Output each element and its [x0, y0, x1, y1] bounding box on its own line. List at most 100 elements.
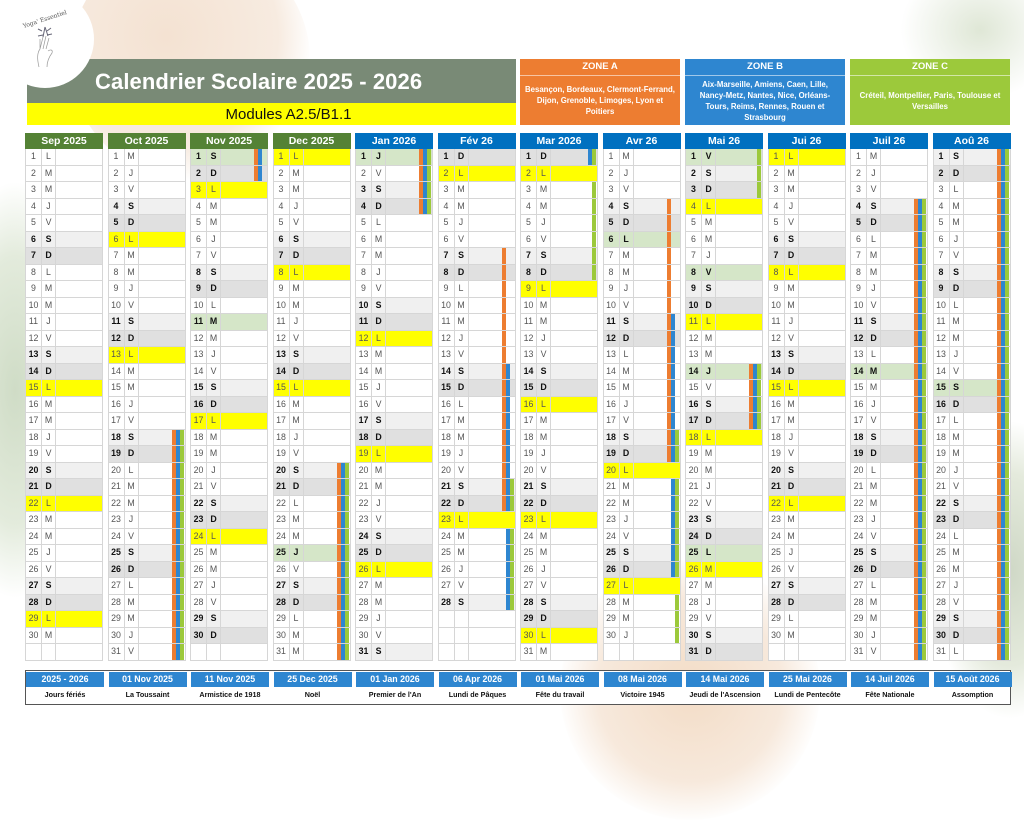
day-letter: J — [620, 627, 634, 643]
zone-c-vacation-stripe — [1004, 611, 1009, 627]
zone-c-vacation-stripe — [674, 611, 679, 627]
day-number: 17 — [274, 413, 290, 429]
day-number: 11 — [934, 314, 950, 330]
zone-a-vacation-stripe — [501, 446, 506, 462]
day-row: 12 M — [932, 330, 1011, 347]
day-number: 6 — [521, 231, 537, 247]
zone-b-vacation-stripe — [918, 611, 922, 627]
day-note-cell — [716, 265, 762, 281]
day-row: 28 M — [602, 594, 681, 611]
month-column: Oct 2025 1 M 2 J 3 V 4 S 5 D 6 L 7 M 8 M 9 J 10 V 11 S 12 D 13 L 14… — [107, 133, 186, 661]
day-letter: L — [537, 281, 551, 297]
day-letter: M — [950, 314, 964, 330]
day-letter: S — [950, 264, 964, 280]
day-number: 28 — [769, 594, 785, 610]
empty-row — [437, 611, 516, 628]
day-number: 29 — [191, 611, 207, 627]
zone-c-vacation-stripe — [592, 215, 596, 231]
zone-a-vacation-stripe — [996, 380, 1001, 396]
zone-a-vacation-stripe — [336, 594, 341, 610]
holiday-date: 06 Apr 2026 — [438, 672, 517, 687]
day-letter: M — [455, 182, 469, 198]
day-note-cell — [221, 331, 267, 347]
day-letter: V — [950, 363, 964, 379]
day-note-cell — [221, 496, 267, 512]
day-letter: L — [867, 578, 881, 594]
day-row: 16 L — [437, 396, 516, 413]
day-note-cell — [881, 446, 927, 462]
zone-c-vacation-stripe — [674, 545, 679, 561]
day-letter: L — [290, 149, 304, 165]
day-letter — [455, 644, 469, 660]
day-letter: S — [702, 512, 716, 528]
day-number: 7 — [934, 248, 950, 264]
day-note-cell — [881, 281, 927, 297]
day-number: 2 — [769, 165, 785, 181]
day-number: 18 — [439, 429, 455, 445]
day-letter: M — [290, 512, 304, 528]
day-number: 7 — [109, 248, 125, 264]
holiday-label: Fête du travail — [535, 690, 585, 699]
day-row: 20 S — [272, 462, 351, 479]
day-note-cell — [799, 380, 845, 396]
day-note-cell — [964, 198, 1010, 214]
day-row: 16 J — [850, 396, 928, 413]
day-note-cell — [304, 561, 350, 577]
zone-c-vacation-stripe — [674, 446, 679, 462]
day-letter: J — [290, 545, 304, 561]
day-note-cell — [304, 281, 350, 297]
zone-c-vacation-stripe — [1004, 396, 1009, 412]
day-note-cell — [221, 512, 267, 528]
day-number: 11 — [769, 314, 785, 330]
day-row: 21 M — [602, 479, 681, 496]
day-row: 31 S — [355, 644, 433, 661]
day-number: 24 — [26, 528, 42, 544]
day-letter: L — [290, 611, 304, 627]
day-letter: L — [42, 495, 56, 511]
day-letter: J — [372, 380, 386, 396]
day-note-cell — [469, 594, 515, 610]
day-note-cell — [386, 479, 432, 495]
day-row: 29 M — [850, 611, 928, 628]
day-row: 24 M — [767, 528, 846, 545]
day-letter: M — [290, 165, 304, 181]
day-letter: V — [702, 380, 716, 396]
zone-a-vacation-stripe — [996, 314, 1001, 330]
day-number: 18 — [521, 429, 537, 445]
day-number: 31 — [686, 644, 702, 660]
day-row: 25 S — [107, 545, 186, 562]
day-letter: D — [950, 281, 964, 297]
day-number: 1 — [934, 149, 950, 165]
day-note-cell — [964, 380, 1010, 396]
day-row: 30 D — [190, 627, 268, 644]
zone-c-vacation-stripe — [922, 198, 926, 214]
day-letter: L — [455, 512, 469, 528]
day-number: 29 — [604, 611, 620, 627]
zone-c-vacation-stripe — [922, 413, 926, 429]
day-row: 29 S — [932, 611, 1011, 628]
zone-c-vacation-stripe — [757, 380, 761, 396]
zone-b-vacation-stripe — [505, 594, 510, 610]
day-row: 28 D — [25, 594, 103, 611]
day-note-cell — [56, 149, 102, 165]
day-letter: V — [785, 215, 799, 231]
day-note-cell — [799, 248, 845, 264]
day-number: 30 — [686, 627, 702, 643]
zone-b-vacation-stripe — [918, 297, 922, 313]
day-row: 17 M — [767, 413, 846, 430]
day-letter: M — [125, 363, 139, 379]
zone-a-vacation-stripe — [171, 545, 176, 561]
day-number: 28 — [26, 594, 42, 610]
day-row: 15 M — [850, 380, 928, 397]
day-note-cell — [634, 429, 680, 445]
holiday-label: Jeudi de l'Ascension — [689, 690, 761, 699]
